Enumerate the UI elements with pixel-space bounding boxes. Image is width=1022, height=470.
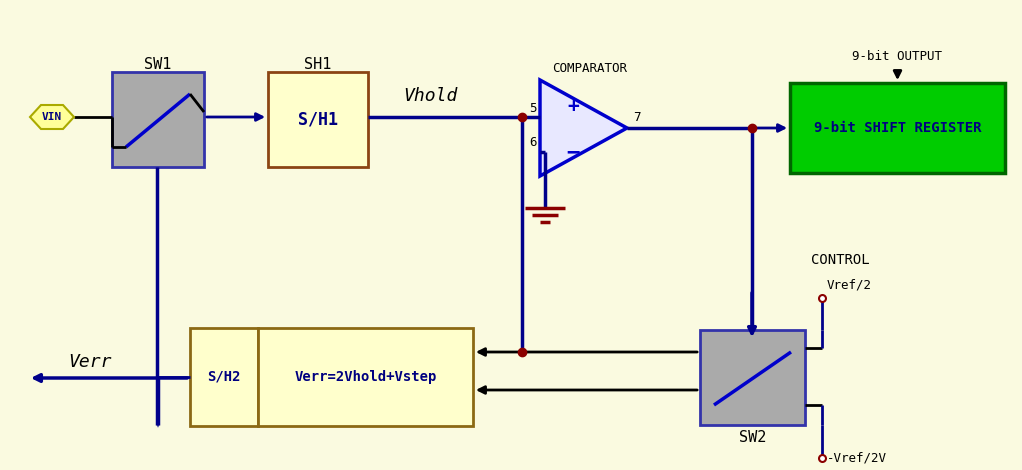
Text: Vref/2: Vref/2 — [827, 278, 872, 291]
Text: SH1: SH1 — [305, 56, 332, 71]
Polygon shape — [540, 80, 628, 176]
Text: S/H2: S/H2 — [207, 370, 241, 384]
Text: −: − — [566, 142, 579, 162]
Bar — [268, 72, 368, 167]
Text: 9-bit OUTPUT: 9-bit OUTPUT — [852, 49, 942, 63]
Bar — [112, 72, 204, 167]
Bar — [700, 330, 805, 425]
Bar — [258, 328, 473, 426]
Text: 7: 7 — [633, 110, 641, 124]
Text: CONTROL: CONTROL — [810, 253, 870, 267]
Text: +: + — [567, 96, 578, 116]
Bar — [790, 83, 1005, 173]
Text: S/H1: S/H1 — [298, 110, 338, 128]
Text: Verr=2Vhold+Vstep: Verr=2Vhold+Vstep — [294, 370, 436, 384]
Text: Verr: Verr — [68, 353, 111, 371]
Text: COMPARATOR: COMPARATOR — [553, 62, 628, 75]
Text: 9-bit SHIFT REGISTER: 9-bit SHIFT REGISTER — [814, 121, 981, 135]
Polygon shape — [30, 105, 74, 129]
Text: 5: 5 — [529, 102, 537, 115]
Text: SW2: SW2 — [739, 431, 766, 446]
Text: SW1: SW1 — [144, 56, 172, 71]
Text: Vhold: Vhold — [403, 87, 457, 105]
Bar — [190, 328, 258, 426]
Text: 6: 6 — [529, 136, 537, 149]
Text: -Vref/2V: -Vref/2V — [827, 452, 887, 464]
Text: VIN: VIN — [42, 112, 62, 122]
